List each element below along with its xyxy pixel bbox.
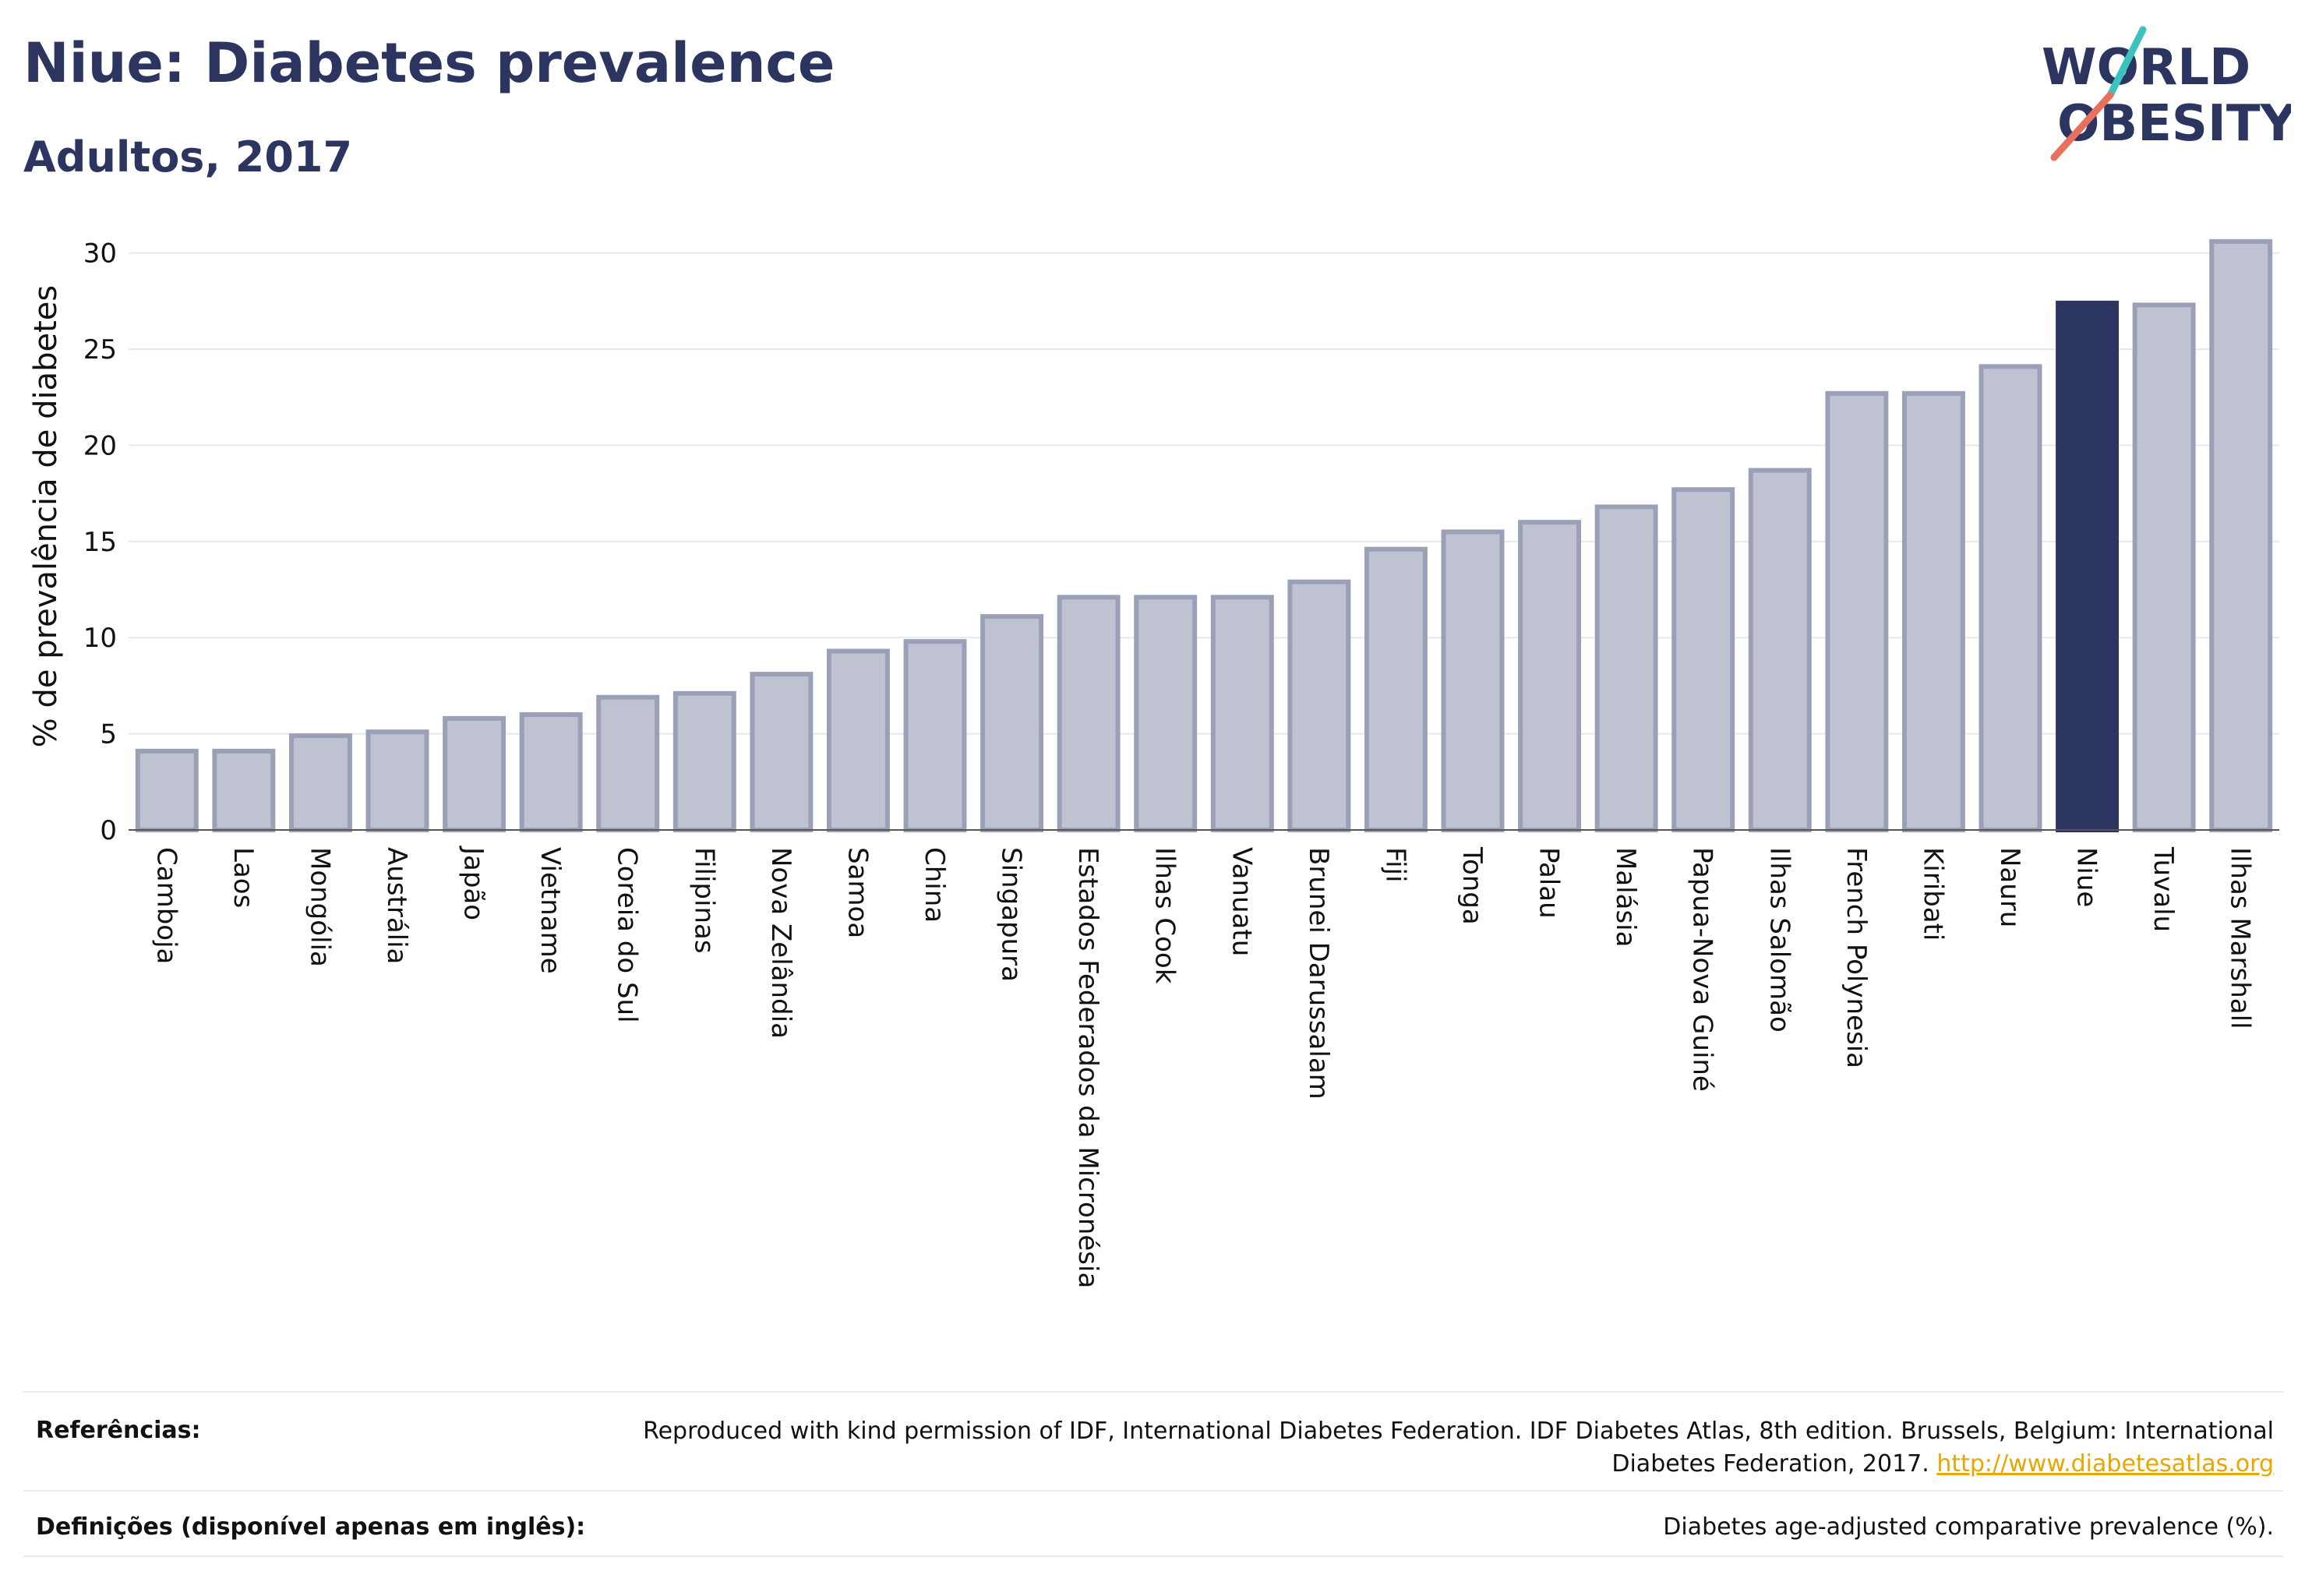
x-tick-label: Ilhas Salomão [1763, 847, 1795, 1033]
footer-divider-bottom [23, 1555, 2283, 1557]
page-title: Niue: Diabetes prevalence [23, 31, 835, 95]
x-tick-label: Camboja [150, 847, 182, 964]
bar-kiribati [1901, 390, 1965, 832]
bar-nauru [1978, 364, 2042, 833]
logo-slash-teal [2106, 26, 2147, 99]
x-tick-label: Tuvalu [2148, 846, 2179, 932]
definitions-text: Diabetes age-adjusted comparative preval… [1663, 1513, 2274, 1541]
bar-jap-o [443, 715, 507, 832]
x-tick-label: Vietname [535, 847, 566, 974]
bar-chart: 0 5 10 15 20 25 30 % de prevalência de diabete… [28, 238, 2279, 1288]
x-tick-label: Malásia [1610, 847, 1641, 947]
x-tick-label: Nova Zelândia [765, 847, 796, 1039]
y-tick-label: 10 [83, 623, 117, 654]
bars [135, 238, 2273, 833]
bar-brunei-darussalam [1287, 579, 1351, 833]
references-label: Referências: [36, 1417, 201, 1444]
y-tick-label: 0 [100, 815, 117, 846]
x-tick-label: Ilhas Cook [1149, 847, 1181, 984]
bar-china [903, 639, 967, 833]
x-tick-label: Filipinas [688, 847, 719, 954]
y-tick-label: 30 [83, 238, 117, 270]
logo-slash-coral [2050, 91, 2114, 161]
y-tick-label: 25 [83, 334, 117, 365]
x-tick-label: Estados Federados da Micronésia [1072, 847, 1103, 1288]
x-tick-label: Mongólia [304, 847, 335, 967]
bar-niue [2056, 300, 2120, 833]
bar-vanuatu [1210, 595, 1274, 832]
footer-divider-top [23, 1391, 2283, 1393]
references-body: Reproduced with kind permission of IDF, … [643, 1418, 2274, 1478]
x-tick-label: Ilhas Marshall [2225, 847, 2256, 1029]
y-tick-label: 15 [83, 527, 117, 558]
x-tick-label: Vanuatu [1226, 847, 1257, 956]
bar-palau [1518, 520, 1582, 833]
bar-coreia-do-sul [596, 694, 660, 833]
bar-mal-sia [1594, 504, 1658, 833]
x-axis-labels: Camboja Laos Mongólia Austrália Japão Vietnam… [150, 846, 2255, 1288]
x-tick-label: Laos [228, 847, 259, 908]
logo-line1: WORLD [2042, 39, 2250, 97]
references-text: Reproduced with kind permission of IDF, … [637, 1415, 2274, 1481]
x-tick-label: Fiji [1379, 847, 1410, 882]
definitions-label: Definições (disponível apenas em inglês)… [36, 1513, 586, 1541]
x-tick-label: Niue [2071, 847, 2102, 907]
world-obesity-logo: WORLD OBESITY [2042, 26, 2291, 161]
bar-tuvalu [2132, 302, 2196, 832]
x-tick-label: China [919, 847, 950, 923]
bar-tonga [1441, 529, 1505, 832]
footer-divider-middle [23, 1490, 2283, 1492]
y-axis-label: % de prevalência de diabetes [28, 285, 64, 747]
x-tick-label: Japão [458, 846, 489, 920]
x-tick-label: Singapura [996, 847, 1027, 982]
bar-ilhas-marshall [2209, 238, 2273, 832]
y-tick-label: 20 [83, 430, 117, 461]
x-tick-label: Nauru [1994, 847, 2025, 927]
bar-nova-zel-ndia [750, 672, 814, 833]
bar-samoa [826, 648, 890, 832]
x-tick-label: Samoa [842, 847, 873, 938]
bar-camboja [135, 748, 199, 832]
x-tick-label: Austrália [381, 847, 412, 964]
page-subtitle: Adultos, 2017 [23, 132, 353, 182]
bar-singapura [980, 614, 1044, 832]
x-tick-label: Coreia do Sul [612, 847, 643, 1023]
references-link[interactable]: http://www.diabetesatlas.org [1936, 1450, 2274, 1478]
x-tick-label: Palau [1534, 847, 1565, 919]
bar-fiji [1364, 546, 1428, 832]
bar-mong-lia [288, 733, 352, 832]
bar-ilhas-salom-o [1748, 468, 1812, 833]
bar-vietname [519, 711, 583, 832]
y-tick-label: 5 [100, 719, 117, 750]
x-tick-label: French Polynesia [1841, 847, 1872, 1068]
bar-filipinas [672, 690, 736, 833]
x-tick-label: Papua-Nova Guiné [1687, 847, 1718, 1092]
x-tick-label: Brunei Darussalam [1303, 847, 1334, 1100]
bar-papua-nova-guin- [1671, 487, 1735, 832]
y-axis-ticks: 0 5 10 15 20 25 30 [83, 238, 117, 846]
bar-laos [212, 748, 276, 832]
bar-ilhas-cook [1134, 595, 1198, 832]
x-tick-label: Kiribati [1917, 847, 1948, 941]
logo-line2: OBESITY [2057, 95, 2291, 153]
bar-austr-lia [365, 729, 429, 832]
bar-estados-federados-da-micron-sia [1057, 595, 1121, 832]
bar-french-polynesia [1825, 390, 1889, 832]
x-tick-label: Tonga [1456, 846, 1488, 925]
